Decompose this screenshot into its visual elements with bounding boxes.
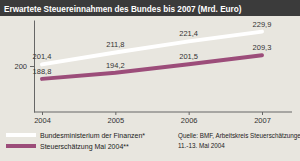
- legend: Bundesministerium der Finanzen* Steuersch…: [6, 132, 145, 151]
- x-tick-mark: [262, 112, 263, 115]
- source-note: 11.-13. Mai 2004: [178, 142, 225, 149]
- legend-label: Bundesministerium der Finanzen*: [40, 132, 145, 139]
- legend-label: Steuerschätzung Mai 2004**: [40, 143, 129, 151]
- chart: Erwartete Steuereinnahmen des Bundes bis…: [0, 0, 300, 161]
- x-tick: 2005: [107, 112, 124, 125]
- data-label: 209,3: [253, 43, 272, 52]
- data-label: 188,8: [33, 67, 52, 76]
- series-line: [42, 55, 262, 79]
- legend-swatch: [6, 144, 36, 148]
- x-tick-label: 2007: [254, 116, 271, 125]
- data-label: 221,4: [179, 29, 198, 38]
- y-tick-label: 200: [14, 62, 27, 71]
- source-note: Quelle: BMF, Arbeitskreis Steuerschätzun…: [178, 132, 300, 140]
- data-label: 211,8: [106, 40, 124, 49]
- x-tick-label: 2005: [107, 116, 124, 125]
- x-axis-line: [34, 112, 292, 113]
- data-label: 201,4: [33, 52, 52, 61]
- data-label: 201,5: [179, 52, 198, 61]
- x-axis: 2004 2005 2006 2007: [34, 112, 292, 125]
- title-bar: [0, 0, 300, 16]
- x-tick: 2006: [181, 112, 198, 125]
- x-tick-label: 2006: [181, 116, 198, 125]
- lines: [42, 32, 262, 79]
- y-axis: 200: [14, 21, 34, 113]
- x-tick-mark: [189, 112, 190, 115]
- title: Erwartete Steuereinnahmen des Bundes bis…: [4, 5, 242, 14]
- y-tick: 200: [14, 62, 34, 71]
- data-labels: 201,4 211,8 221,4 229,9 188,8 194,2 201,5 209,3: [33, 20, 272, 76]
- legend-swatch: [6, 133, 36, 137]
- x-tick: 2004: [34, 112, 51, 125]
- x-tick-label: 2004: [34, 116, 51, 125]
- data-label: 194,2: [106, 61, 125, 70]
- data-label: 229,9: [253, 20, 272, 29]
- x-tick-mark: [42, 112, 43, 115]
- x-tick-mark: [115, 112, 116, 115]
- x-tick: 2007: [254, 112, 271, 125]
